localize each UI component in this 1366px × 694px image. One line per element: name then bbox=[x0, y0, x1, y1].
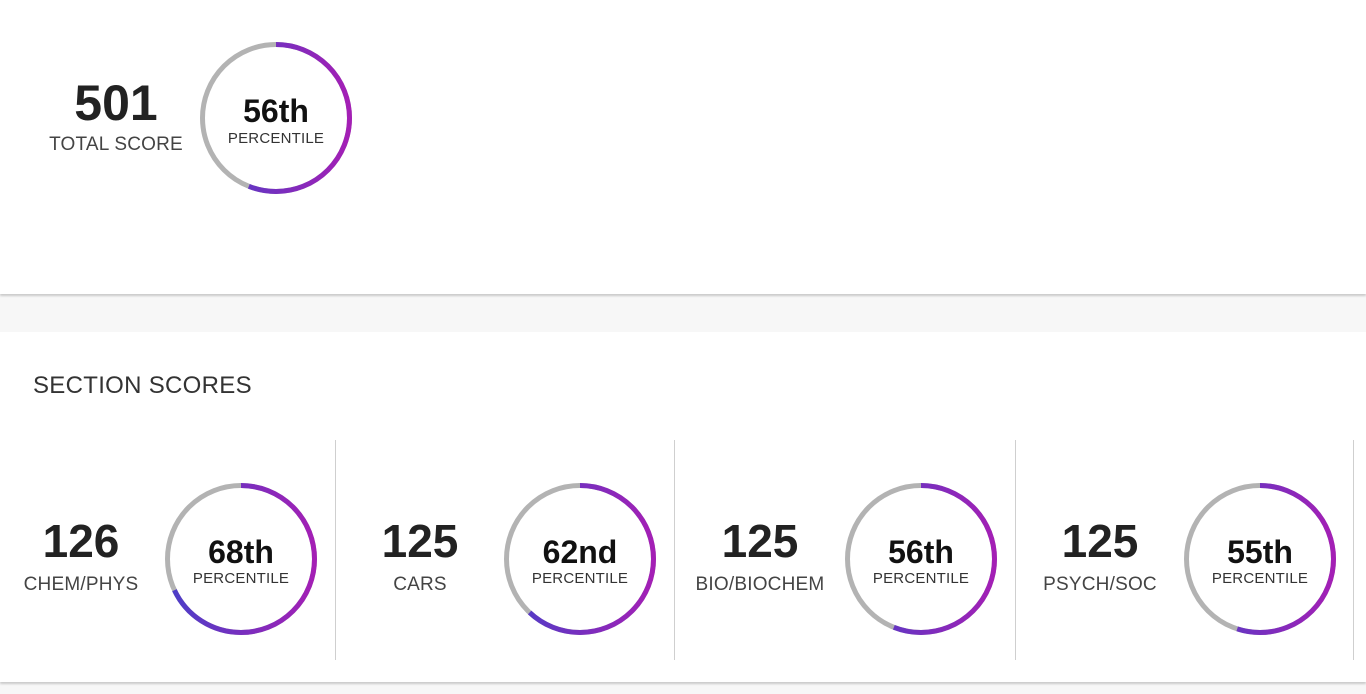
percentile-ring-graphic bbox=[200, 42, 352, 194]
section-percentile-label: PERCENTILE bbox=[872, 570, 970, 587]
section-percentile-ring: 55th PERCENTILE bbox=[1183, 482, 1337, 636]
section-divider bbox=[674, 440, 675, 660]
percentile-ring-arc bbox=[165, 483, 317, 635]
section-divider bbox=[1015, 440, 1016, 660]
section-divider bbox=[1353, 440, 1354, 660]
section-score-block: 125 BIO/BIOCHEM bbox=[680, 518, 840, 596]
section-score-label: CHEM/PHYS bbox=[23, 574, 139, 595]
total-score-block: 501 TOTAL SCORE bbox=[41, 78, 191, 156]
section-percentile-value: 62nd bbox=[542, 534, 618, 570]
section-score-block: 126 CHEM/PHYS bbox=[6, 518, 156, 596]
percentile-ring-arc bbox=[504, 483, 656, 635]
section-score-value: 125 bbox=[381, 515, 459, 567]
percentile-ring-graphic bbox=[1184, 483, 1336, 635]
section-percentile-value: 56th bbox=[888, 534, 954, 570]
section-percentile-ring: 62nd PERCENTILE bbox=[503, 482, 657, 636]
total-percentile-ring: 56th PERCENTILE bbox=[199, 41, 353, 195]
percentile-ring-arc bbox=[1184, 483, 1336, 635]
section-score-label: BIO/BIOCHEM bbox=[695, 574, 825, 595]
total-score-label: TOTAL SCORE bbox=[49, 134, 183, 155]
total-score-value: 501 bbox=[74, 75, 158, 131]
section-score-block: 125 CARS bbox=[345, 518, 495, 596]
section-divider bbox=[335, 440, 336, 660]
section-scores-title: SECTION SCORES bbox=[33, 372, 252, 399]
section-score-value: 126 bbox=[42, 515, 120, 567]
section-percentile-ring: 68th PERCENTILE bbox=[164, 482, 318, 636]
percentile-ring-graphic bbox=[504, 483, 656, 635]
section-percentile-label: PERCENTILE bbox=[531, 570, 629, 587]
section-score-label: PSYCH/SOC bbox=[1043, 574, 1157, 595]
section-percentile-value: 68th bbox=[208, 534, 274, 570]
section-score-value: 125 bbox=[721, 515, 799, 567]
section-scores-card: SECTION SCORES 126 CHEM/PHYS 68th PERCEN… bbox=[0, 332, 1366, 682]
section-percentile-value: 55th bbox=[1227, 534, 1293, 570]
total-percentile-value: 56th bbox=[243, 93, 309, 129]
section-percentile-label: PERCENTILE bbox=[192, 570, 290, 587]
total-percentile-label: PERCENTILE bbox=[227, 130, 325, 147]
percentile-ring-arc bbox=[200, 42, 352, 194]
section-score-value: 125 bbox=[1061, 515, 1139, 567]
section-score-label: CARS bbox=[393, 574, 447, 595]
section-score-block: 125 PSYCH/SOC bbox=[1025, 518, 1175, 596]
percentile-ring-graphic bbox=[165, 483, 317, 635]
section-percentile-ring: 56th PERCENTILE bbox=[844, 482, 998, 636]
total-score-card: 501 TOTAL SCORE 56th PERCENTILE bbox=[0, 0, 1366, 294]
percentile-ring-arc bbox=[845, 483, 997, 635]
section-percentile-label: PERCENTILE bbox=[1211, 570, 1309, 587]
percentile-ring-graphic bbox=[845, 483, 997, 635]
